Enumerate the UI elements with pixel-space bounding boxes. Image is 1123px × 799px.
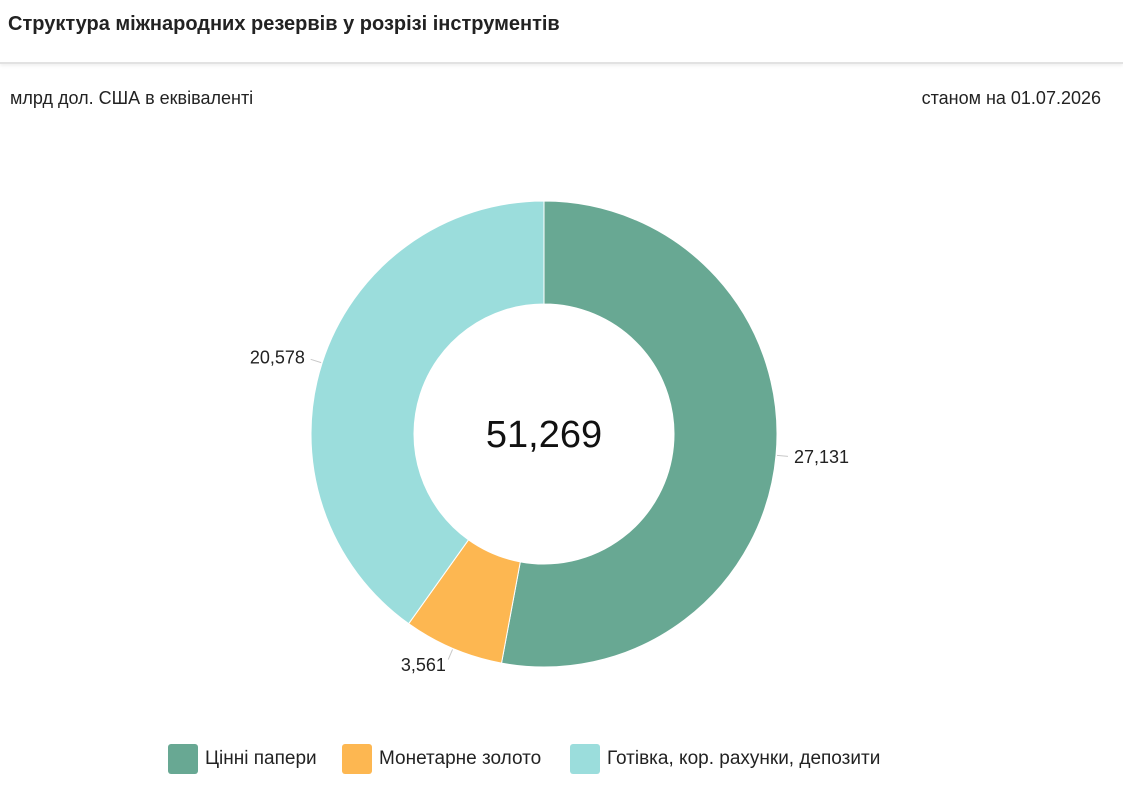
legend-swatch-securities (168, 744, 198, 774)
data-label-gold: 3,561 (401, 655, 446, 675)
leader-line (310, 358, 322, 364)
header-bar: Структура міжнародних резервів у розрізі… (0, 0, 1123, 64)
slice-cash-deposits[interactable] (310, 200, 545, 625)
legend-label-cash-deposits: Готівка, кор. рахунки, депозити (607, 748, 881, 769)
donut-chart: 27,131 3,561 20,578 51,269 (250, 200, 849, 675)
unit-label: млрд дол. США в еквіваленті (10, 88, 254, 108)
legend-label-gold: Монетарне золото (379, 748, 542, 769)
legend-item-securities[interactable]: Цінні папери (168, 742, 317, 776)
total-value: 51,269 (486, 414, 602, 456)
legend-swatch-cash-deposits (570, 744, 600, 774)
leader-line (447, 649, 454, 660)
chart-title: Структура міжнародних резервів у розрізі… (8, 13, 560, 35)
legend-swatch-gold (342, 744, 372, 774)
leader-line (776, 454, 789, 457)
legend-item-gold[interactable]: Монетарне золото (342, 742, 541, 776)
slice-securities[interactable] (500, 200, 778, 668)
legend: Цінні папери Монетарне золото Готівка, к… (0, 742, 1123, 778)
legend-item-cash-deposits[interactable]: Готівка, кор. рахунки, депозити (570, 742, 880, 776)
data-label-securities: 27,131 (794, 447, 849, 467)
data-label-cash-deposits: 20,578 (250, 347, 305, 367)
date-label: станом на 01.07.2026 (921, 88, 1101, 108)
legend-label-securities: Цінні папери (205, 748, 317, 769)
